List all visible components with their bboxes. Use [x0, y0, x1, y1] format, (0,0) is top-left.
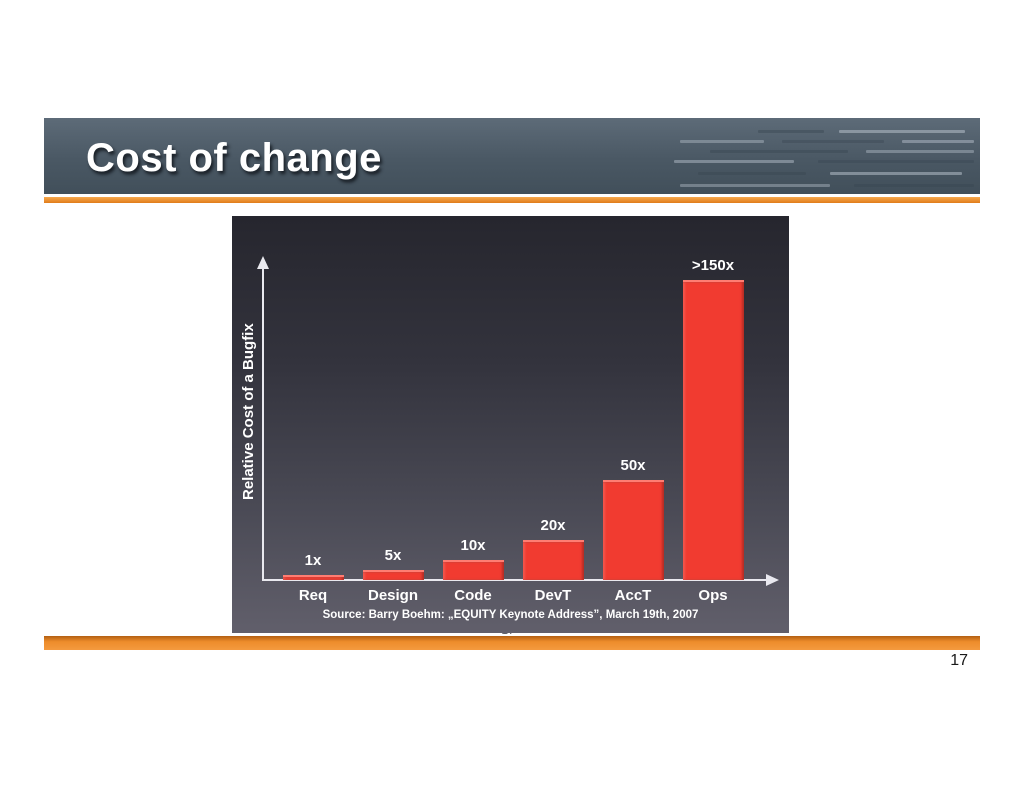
- bar-req: [282, 575, 344, 580]
- x-axis: [262, 579, 768, 581]
- slide-title: Cost of change: [86, 136, 382, 180]
- decorative-streak: [674, 160, 794, 163]
- page-number: 17: [950, 652, 968, 669]
- bar-value-label-ops: >150x: [691, 257, 735, 274]
- bar-acct: [602, 480, 664, 580]
- bar-devt: [522, 540, 584, 580]
- bar-value-label-design: 5x: [384, 547, 402, 564]
- x-tick-label-devt: DevT: [534, 587, 572, 604]
- x-tick-label-code: Code: [454, 587, 492, 604]
- chart-source: Source: Barry Boehm: „EQUITY Keynote Add…: [322, 609, 699, 621]
- decorative-streak: [839, 130, 965, 133]
- y-axis: [262, 268, 264, 581]
- slide-footer-band: [44, 636, 980, 650]
- y-axis-arrow-icon: [257, 256, 269, 269]
- bar-value-label-code: 10x: [460, 537, 486, 554]
- cost-of-change-chart: Relative Cost of a Bugfix 1x Req 5x Design 1…: [232, 216, 789, 633]
- bar-value-label-devt: 20x: [540, 517, 566, 534]
- bar-ops: [682, 280, 744, 580]
- decorative-streak: [866, 150, 974, 153]
- slide: Cost of change 17 Relative Cost of a Bug…: [44, 118, 980, 650]
- bar-value-label-acct: 50x: [620, 457, 646, 474]
- x-tick-label-acct: AccT: [614, 587, 652, 604]
- bars-container: 1x Req 5x Design 10x Code 20x DevT 50x AccT >150x O…: [232, 216, 789, 633]
- decorative-streak: [680, 184, 830, 187]
- x-axis-arrow-icon: [766, 574, 779, 586]
- decorative-streak: [698, 172, 806, 175]
- x-tick-label-req: Req: [298, 587, 328, 604]
- decorative-streak: [758, 130, 824, 133]
- x-tick-label-ops: Ops: [698, 587, 728, 604]
- slide-header: Cost of change: [44, 118, 980, 194]
- decorative-streaks: [674, 130, 974, 194]
- decorative-streak: [830, 172, 962, 175]
- decorative-streak: [902, 140, 974, 143]
- decorative-streak: [680, 140, 764, 143]
- header-divider: [44, 197, 980, 203]
- decorative-streak: [854, 184, 974, 187]
- x-tick-label-design: Design: [367, 587, 418, 604]
- slide-body: 17 Relative Cost of a Bugfix 1xReq5xDesi…: [44, 203, 980, 637]
- decorative-streak: [818, 160, 974, 163]
- bar-code: [442, 560, 504, 580]
- bar-design: [362, 570, 424, 580]
- bar-value-label-req: 1x: [304, 552, 322, 569]
- decorative-streak: [710, 150, 848, 153]
- decorative-streak: [782, 140, 884, 143]
